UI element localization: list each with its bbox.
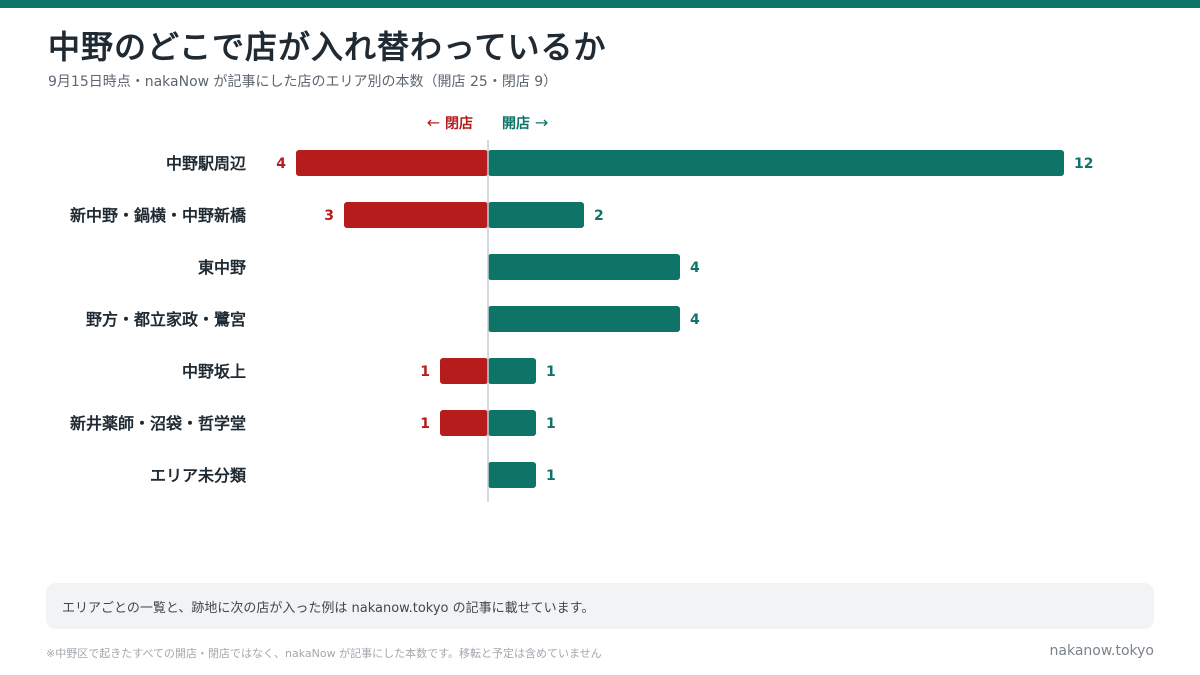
page-title: 中野のどこで店が入れ替わっているか (48, 28, 607, 66)
bar-open (488, 254, 680, 280)
data-label-open: 12 (1074, 156, 1093, 172)
bar-open (488, 202, 584, 228)
legend-open-label: 開店 (502, 116, 530, 132)
page-subtitle: 9月15日時点・nakaNow が記事にした店のエリア別の本数（開店 25・閉店… (48, 74, 558, 90)
note-box: エリアごとの一覧と、跡地に次の店が入った例は nakanow.tokyo の記事… (46, 583, 1154, 629)
data-label-open: 1 (546, 364, 556, 380)
data-label-open: 1 (546, 468, 556, 484)
data-label-close: 3 (324, 208, 334, 224)
bar-open (488, 358, 536, 384)
category-label: 新中野・鍋横・中野新橋 (70, 206, 247, 225)
category-label: 新井薬師・沼袋・哲学堂 (70, 414, 246, 433)
category-label: 野方・都立家政・鷺宮 (86, 310, 246, 329)
legend-close: ← 閉店 (427, 113, 473, 133)
bar-open (488, 410, 536, 436)
site-name: nakanow.tokyo (1049, 643, 1154, 659)
data-label-open: 4 (690, 260, 700, 276)
bar-open (488, 462, 536, 488)
bar-close (296, 150, 488, 176)
data-label-close: 1 (420, 364, 430, 380)
left-arrow-icon: ← (426, 113, 441, 132)
top-accent-bar (0, 0, 1200, 8)
bar-close (440, 358, 488, 384)
legend-close-label: 閉店 (445, 116, 473, 132)
data-label-close: 4 (276, 156, 286, 172)
bar-open (488, 306, 680, 332)
data-label-open: 2 (594, 208, 604, 224)
category-label: 中野坂上 (182, 362, 246, 381)
category-label: 中野駅周辺 (166, 154, 246, 173)
bar-close (344, 202, 488, 228)
right-arrow-icon: → (534, 113, 549, 132)
note-text: エリアごとの一覧と、跡地に次の店が入った例は nakanow.tokyo の記事… (62, 601, 595, 616)
category-label: 東中野 (198, 258, 246, 277)
data-label-close: 1 (420, 416, 430, 432)
data-label-open: 1 (546, 416, 556, 432)
bar-open (488, 150, 1064, 176)
diverging-bar-chart: 中野駅周辺 4 12 新中野・鍋横・中野新橋 3 2 東中野 4 野方・都立家政・鷺宮 4 中野坂上… (70, 140, 1093, 502)
legend-open: 開店 → (502, 113, 548, 133)
category-label: エリア未分類 (150, 466, 247, 485)
bar-close (440, 410, 488, 436)
footnote: ※中野区で起きたすべての開店・閉店ではなく、nakaNow が記事にした本数です… (46, 647, 602, 660)
data-label-open: 4 (690, 312, 700, 328)
